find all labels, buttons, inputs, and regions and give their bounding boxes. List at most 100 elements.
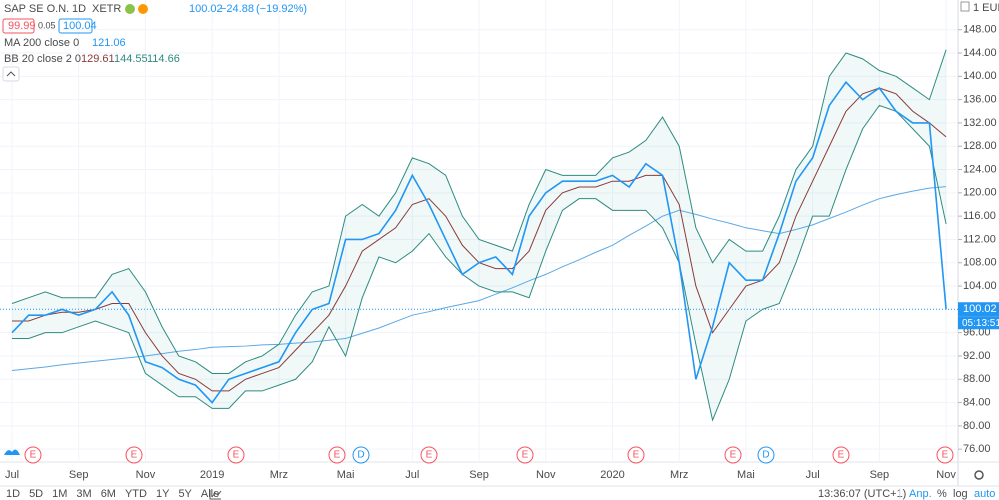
y-tick-label: 104.00 bbox=[963, 280, 997, 292]
adjust-button[interactable]: Anp. bbox=[909, 488, 932, 500]
interval[interactable]: 1D bbox=[72, 3, 86, 15]
event-label: E bbox=[426, 450, 433, 461]
settings-icon[interactable] bbox=[974, 470, 984, 480]
event-label: D bbox=[357, 450, 364, 461]
indicator-line bbox=[11, 49, 947, 374]
event-marker[interactable] bbox=[328, 446, 346, 464]
event-label: E bbox=[633, 450, 640, 461]
event-label: E bbox=[838, 450, 845, 461]
event-marker[interactable] bbox=[227, 446, 245, 464]
countdown-tag bbox=[958, 316, 999, 330]
collapse-button[interactable] bbox=[2, 66, 20, 82]
y-tick-label: 108.00 bbox=[963, 257, 997, 269]
last-price-label: 100.02 bbox=[963, 303, 997, 315]
event-label: E bbox=[334, 450, 341, 461]
event-marker[interactable] bbox=[516, 446, 534, 464]
change: −24.88 bbox=[220, 3, 254, 15]
range-button[interactable]: 3M bbox=[76, 488, 91, 500]
range-button[interactable]: YTD bbox=[125, 488, 147, 500]
logo[interactable] bbox=[4, 449, 20, 455]
x-tick-label: Mrz bbox=[270, 469, 288, 481]
event-label: E bbox=[30, 450, 37, 461]
event-marker[interactable] bbox=[832, 446, 850, 464]
exchange: XETR bbox=[92, 3, 121, 15]
event-label: E bbox=[730, 450, 737, 461]
event-marker[interactable] bbox=[936, 446, 954, 464]
event-label: E bbox=[233, 450, 240, 461]
x-tick-label: 2019 bbox=[200, 469, 224, 481]
event-marker[interactable] bbox=[125, 446, 143, 464]
event-label: E bbox=[131, 450, 138, 461]
x-tick-label: Jul bbox=[5, 469, 19, 481]
y-tick-label: 120.00 bbox=[963, 187, 997, 199]
x-tick-label: Nov bbox=[136, 469, 156, 481]
indicator-line bbox=[12, 104, 947, 422]
x-tick-label: Nov bbox=[936, 469, 956, 481]
ma-label[interactable]: MA 200 close 0 bbox=[4, 37, 79, 49]
spread: 0.05 bbox=[38, 20, 56, 30]
y-tick-label: 140.00 bbox=[963, 70, 997, 82]
countdown-label: 05:13:51 bbox=[962, 318, 999, 329]
bb-lower-value: 114.66 bbox=[147, 53, 180, 65]
x-tick-label: Jul bbox=[806, 469, 820, 481]
delay-icon bbox=[138, 4, 148, 14]
y-tick-label: 136.00 bbox=[963, 94, 997, 106]
event-label: D bbox=[762, 450, 769, 461]
event-marker[interactable] bbox=[352, 446, 370, 464]
range-button[interactable]: 1M bbox=[52, 488, 67, 500]
y-tick-label: 80.00 bbox=[963, 420, 991, 432]
compare-icon[interactable] bbox=[209, 490, 222, 500]
y-tick-label: 132.00 bbox=[963, 117, 997, 129]
x-tick-label: Sep bbox=[469, 469, 489, 481]
event-marker[interactable] bbox=[757, 446, 775, 464]
range-button[interactable]: 1Y bbox=[156, 488, 170, 500]
x-tick-label: Mrz bbox=[670, 469, 688, 481]
change-pct: (−19.92%) bbox=[256, 3, 307, 15]
y-tick-label: 116.00 bbox=[963, 210, 996, 222]
event-marker[interactable] bbox=[724, 446, 742, 464]
x-tick-label: Jul bbox=[405, 469, 419, 481]
y-tick-label: 88.00 bbox=[963, 373, 991, 385]
bb-basis-value: 129.61 bbox=[81, 53, 115, 65]
price-axis-unit[interactable]: 1 EUR bbox=[973, 2, 999, 14]
last-price-tag bbox=[958, 302, 999, 317]
y-tick-label: 148.00 bbox=[963, 24, 997, 36]
range-button[interactable]: 5Y bbox=[178, 488, 192, 500]
auto-button[interactable]: auto bbox=[974, 488, 995, 500]
log-button[interactable]: log bbox=[953, 488, 968, 500]
y-tick-label: 124.00 bbox=[963, 163, 997, 175]
price-line bbox=[11, 80, 947, 404]
x-tick-label: Sep bbox=[870, 469, 890, 481]
symbol[interactable]: SAP SE O.N. bbox=[4, 3, 69, 15]
clock: 13:36:07 (UTC+1) bbox=[818, 488, 906, 500]
y-tick-label: 144.00 bbox=[963, 47, 997, 59]
event-marker[interactable] bbox=[420, 446, 438, 464]
event-marker[interactable] bbox=[24, 446, 42, 464]
bid: 99.99 bbox=[8, 20, 36, 32]
y-tick-label: 76.00 bbox=[963, 443, 991, 455]
x-tick-label: Sep bbox=[69, 469, 89, 481]
range-button[interactable]: 6M bbox=[101, 488, 116, 500]
y-tick-label: 96.00 bbox=[963, 327, 991, 339]
range-button[interactable]: 5D bbox=[29, 488, 43, 500]
event-marker[interactable] bbox=[627, 446, 645, 464]
range-button[interactable]: 1D bbox=[6, 488, 20, 500]
bid-box bbox=[2, 18, 35, 34]
event-label: E bbox=[522, 450, 529, 461]
y-tick-label: 112.00 bbox=[963, 233, 996, 245]
y-tick-label: 84.00 bbox=[963, 396, 991, 408]
bb-label[interactable]: BB 20 close 2 0 bbox=[4, 53, 81, 65]
percent-button[interactable]: % bbox=[937, 488, 947, 500]
event-label: E bbox=[942, 450, 949, 461]
ma-value: 121.06 bbox=[92, 37, 126, 49]
y-tick-label: 92.00 bbox=[963, 350, 991, 362]
market-status-icon bbox=[125, 4, 135, 14]
ask: 100.04 bbox=[63, 20, 97, 32]
x-tick-label: Mai bbox=[337, 469, 355, 481]
x-tick-label: Mai bbox=[737, 469, 755, 481]
x-tick-label: Nov bbox=[536, 469, 556, 481]
lock-icon[interactable] bbox=[960, 1, 970, 12]
x-tick-label: 2020 bbox=[600, 469, 624, 481]
y-tick-label: 128.00 bbox=[963, 140, 997, 152]
